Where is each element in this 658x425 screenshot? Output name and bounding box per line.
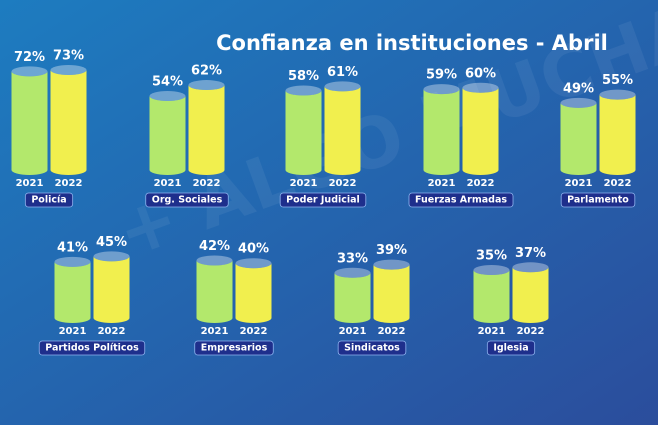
cylinder-top bbox=[93, 251, 130, 262]
cylinder bbox=[512, 267, 549, 324]
value-label: 59% bbox=[426, 68, 457, 83]
year-label: 2021 bbox=[59, 326, 87, 337]
cylinder-top bbox=[512, 262, 549, 273]
cylinder-top bbox=[462, 82, 499, 93]
cylinder-top bbox=[188, 80, 225, 91]
category-badge bbox=[145, 192, 229, 208]
cylinder bbox=[324, 86, 361, 175]
year-label: 2021 bbox=[16, 178, 44, 189]
category-badge bbox=[337, 340, 407, 356]
year-label: 2022 bbox=[467, 178, 495, 189]
cylinder bbox=[599, 94, 636, 175]
cylinder bbox=[373, 264, 410, 324]
category-badge bbox=[194, 340, 274, 356]
year-label: 2021 bbox=[290, 178, 318, 189]
value-label: 55% bbox=[602, 73, 633, 88]
category-label: Sindicatos bbox=[344, 343, 400, 354]
value-label: 54% bbox=[152, 75, 183, 90]
cylinder bbox=[188, 85, 225, 175]
value-label: 35% bbox=[476, 249, 507, 264]
category-badge bbox=[279, 192, 367, 208]
cylinder-top bbox=[149, 91, 186, 102]
year-label: 2021 bbox=[339, 326, 367, 337]
category-badge bbox=[560, 192, 636, 208]
cylinder bbox=[334, 272, 371, 324]
cylinder-top bbox=[560, 97, 597, 108]
chart-title: Confianza en instituciones - Abril bbox=[216, 31, 608, 55]
category-label: Fuerzas Armadas bbox=[415, 195, 507, 206]
value-label: 61% bbox=[327, 65, 358, 80]
category-label: Empresarios bbox=[201, 343, 268, 354]
year-label: 2021 bbox=[428, 178, 456, 189]
year-label: 2022 bbox=[378, 326, 406, 337]
year-label: 2021 bbox=[201, 326, 229, 337]
cylinder-top bbox=[599, 89, 636, 100]
year-label: 2021 bbox=[478, 326, 506, 337]
cylinder bbox=[11, 71, 48, 175]
value-label: 42% bbox=[199, 239, 230, 254]
year-label: 2022 bbox=[604, 178, 632, 189]
cylinder-top bbox=[54, 256, 91, 267]
cylinder bbox=[285, 90, 322, 175]
category-label: Iglesia bbox=[493, 343, 528, 354]
cylinder bbox=[473, 270, 510, 324]
value-label: 49% bbox=[563, 81, 594, 96]
cylinder bbox=[560, 102, 597, 175]
value-label: 72% bbox=[14, 50, 45, 65]
cylinder bbox=[235, 263, 272, 324]
cylinder bbox=[50, 69, 87, 175]
year-label: 2022 bbox=[240, 326, 268, 337]
value-label: 73% bbox=[53, 48, 84, 63]
cylinder-top bbox=[473, 265, 510, 276]
year-label: 2021 bbox=[565, 178, 593, 189]
year-label: 2022 bbox=[193, 178, 221, 189]
cylinder-top bbox=[11, 66, 48, 77]
cylinder-top bbox=[373, 259, 410, 270]
category-badge bbox=[486, 340, 536, 356]
category-badge bbox=[38, 340, 146, 356]
category-label: Org. Sociales bbox=[152, 195, 223, 206]
category-label: Parlamento bbox=[567, 195, 629, 206]
cylinder-top bbox=[235, 258, 272, 269]
value-label: 45% bbox=[96, 235, 127, 250]
value-label: 37% bbox=[515, 246, 546, 261]
category-label: Poder Judicial bbox=[286, 195, 360, 206]
cylinder bbox=[54, 261, 91, 323]
year-label: 2022 bbox=[329, 178, 357, 189]
category-badge bbox=[408, 192, 514, 208]
cylinder-top bbox=[423, 84, 460, 95]
value-label: 40% bbox=[238, 242, 269, 257]
value-label: 60% bbox=[465, 66, 496, 81]
category-label: Partidos Políticos bbox=[45, 343, 139, 354]
value-label: 41% bbox=[57, 240, 88, 255]
value-label: 33% bbox=[337, 251, 368, 266]
category-badge bbox=[24, 192, 74, 208]
cylinder bbox=[423, 89, 460, 175]
value-label: 39% bbox=[376, 243, 407, 258]
value-label: 62% bbox=[191, 64, 222, 79]
cylinder-top bbox=[50, 64, 87, 75]
cylinder-top bbox=[285, 85, 322, 96]
cylinder bbox=[93, 256, 130, 324]
year-label: 2022 bbox=[517, 326, 545, 337]
cylinder-top bbox=[324, 81, 361, 92]
value-label: 58% bbox=[288, 69, 319, 84]
cylinder bbox=[149, 96, 186, 175]
year-label: 2022 bbox=[55, 178, 83, 189]
cylinder-top bbox=[334, 267, 371, 278]
year-label: 2021 bbox=[154, 178, 182, 189]
cylinder-top bbox=[196, 255, 233, 266]
category-label: Policía bbox=[31, 195, 66, 206]
cylinder bbox=[196, 260, 233, 324]
cylinder bbox=[462, 87, 499, 175]
year-label: 2022 bbox=[98, 326, 126, 337]
